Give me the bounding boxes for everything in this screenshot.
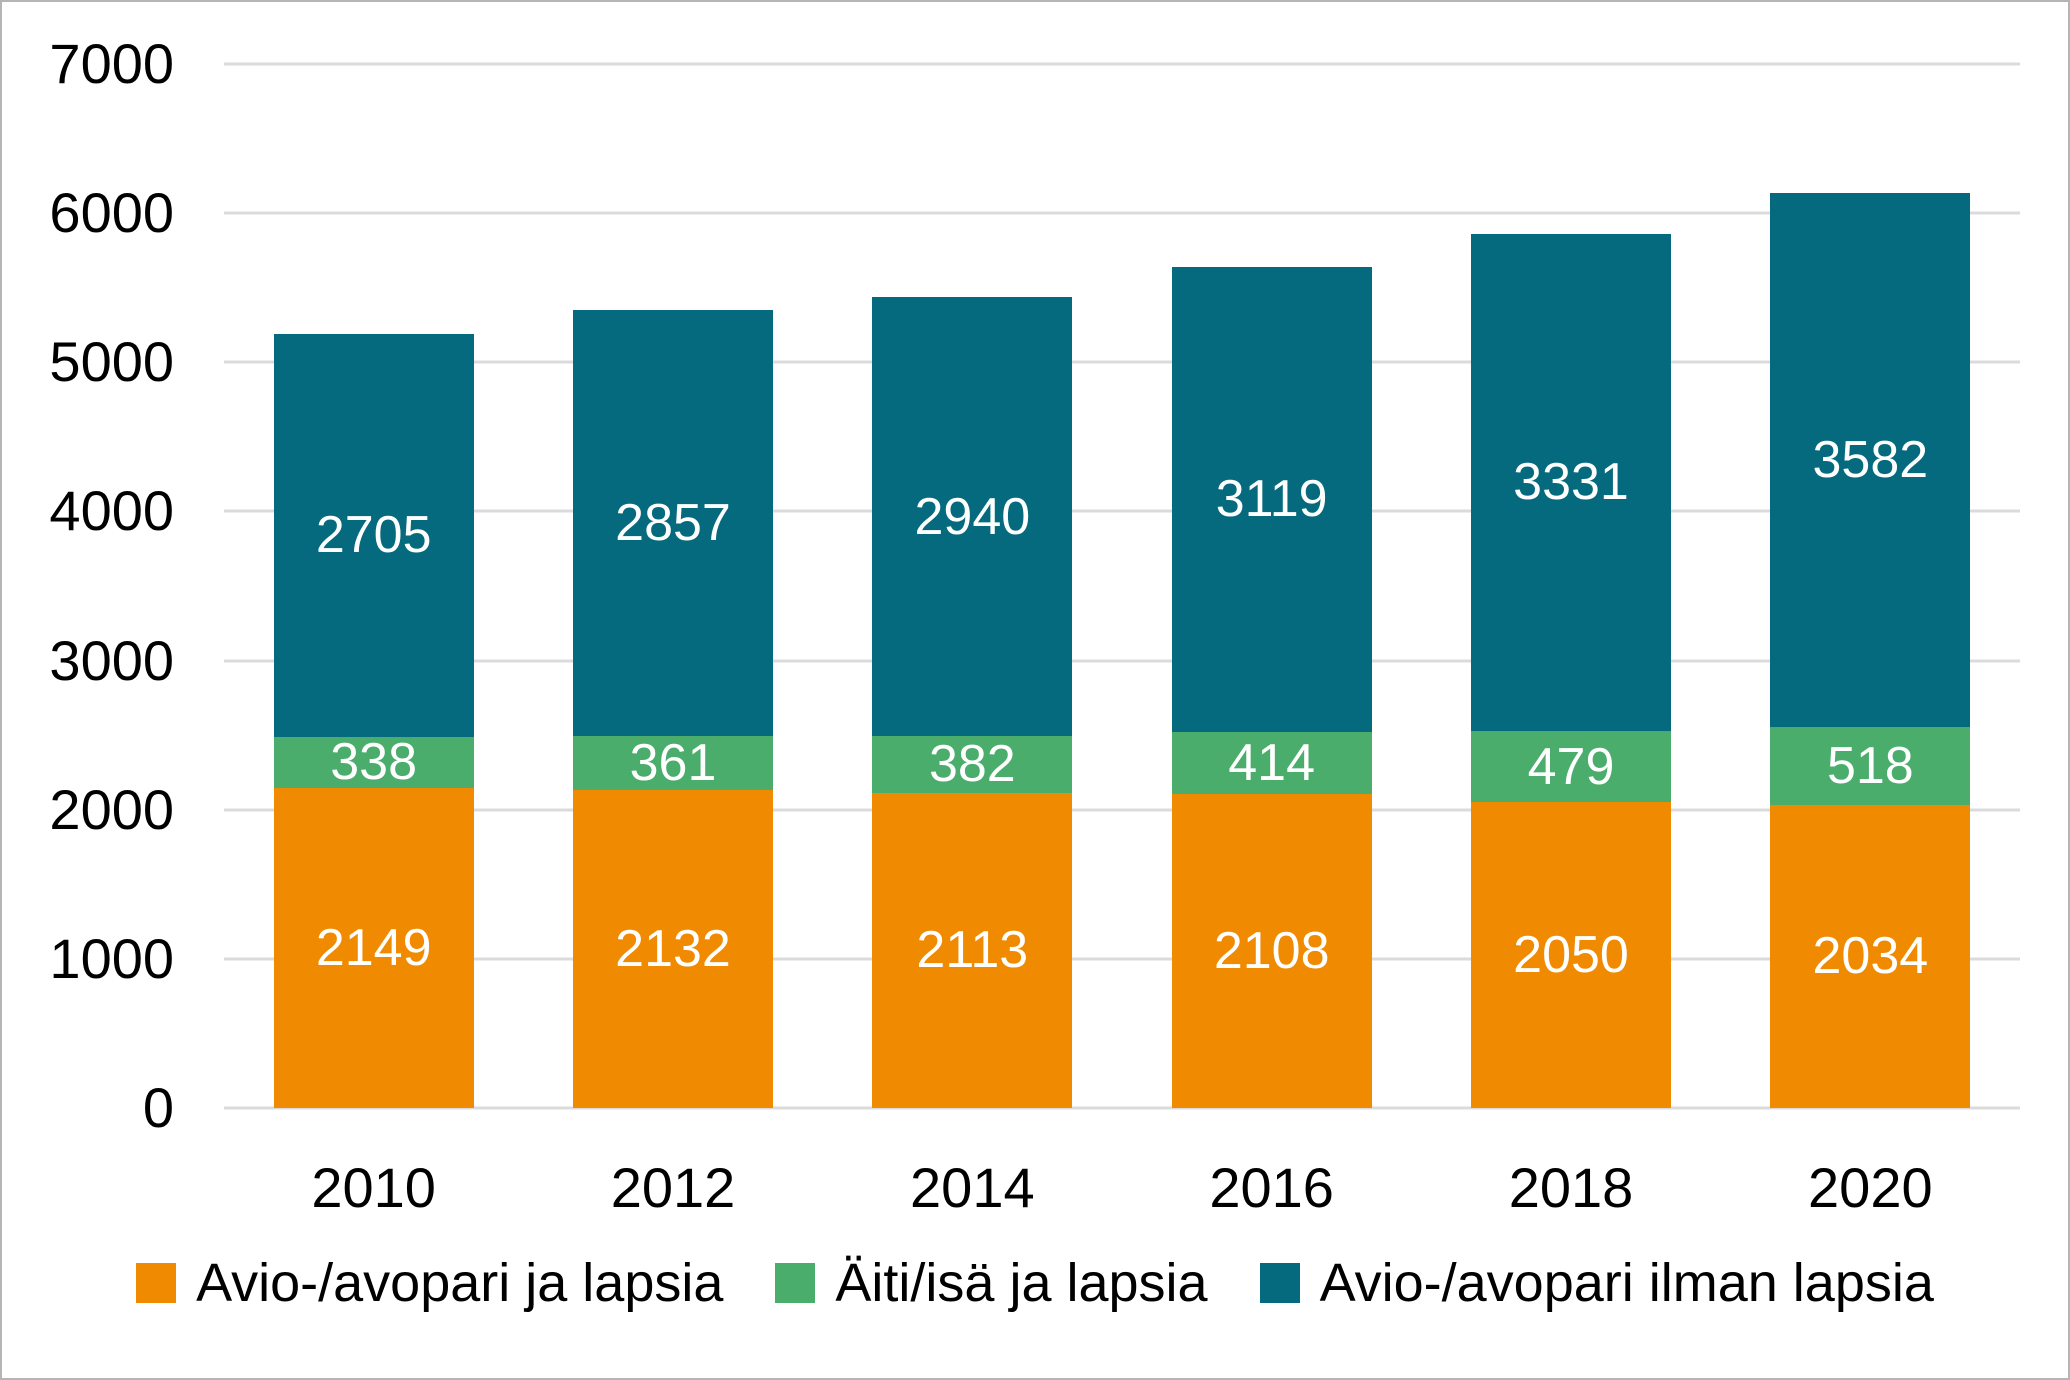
- y-axis: 0 1000 2000 3000 4000 5000 6000 7000: [2, 2, 174, 1378]
- bar-value-label: 2113: [916, 921, 1029, 980]
- bar-group-2020: 2034 518 3582: [1770, 193, 1971, 1108]
- bar-segment-single-parent-with-children-2018: 479: [1471, 730, 1671, 803]
- bar-value-label: 2132: [615, 920, 731, 979]
- y-axis-tick-label: 3000: [49, 628, 174, 692]
- bar-segment-couple-with-children-2020: 2034: [1770, 804, 1971, 1108]
- x-axis-category-label: 2018: [1508, 1156, 1634, 1219]
- y-axis-tick-label: 1000: [49, 926, 174, 990]
- bar-value-label: 361: [629, 734, 717, 793]
- bar-segment-single-parent-with-children-2014: 382: [872, 735, 1073, 794]
- bar-segment-single-parent-with-children-2020: 518: [1770, 727, 1971, 805]
- bar-segment-couple-with-children-2012: 2132: [573, 790, 773, 1108]
- legend-label: Äiti/isä ja lapsia: [835, 1253, 1208, 1313]
- bar-value-label: 2034: [1812, 927, 1929, 986]
- bar-group-2018: 2050 479 3331: [1471, 234, 1671, 1108]
- gridline: [224, 808, 2020, 812]
- bar-segment-single-parent-with-children-2010: 338: [273, 733, 474, 792]
- legend-label: Avio-/avopari ilman lapsia: [1319, 1253, 1934, 1313]
- legend-swatch-couple-without-children: [1259, 1263, 1300, 1303]
- bar-segment-single-parent-with-children-2016: 414: [1171, 731, 1372, 794]
- bar-group-2016: 2108 414 3119: [1171, 266, 1372, 1108]
- x-axis: 2010 2012 2014 2016 2018 2020: [224, 1148, 2020, 1228]
- gridline: [224, 509, 2020, 513]
- bar-value-label: 2705: [315, 506, 432, 565]
- bar-value-label: 518: [1826, 737, 1914, 796]
- x-axis-category-label: 2010: [311, 1156, 436, 1219]
- legend-item-couple-without-children: Avio-/avopari ilman lapsia: [1259, 1253, 1934, 1313]
- bar-segment-couple-without-children-2016: 3119: [1171, 266, 1372, 732]
- bar-segment-single-parent-with-children-2012: 361: [573, 734, 773, 793]
- legend-swatch-single-parent-with-children: [775, 1263, 816, 1303]
- legend-item-single-parent-with-children: Äiti/isä ja lapsia: [775, 1253, 1208, 1313]
- bar-value-label: 3582: [1812, 431, 1929, 490]
- bar-segment-couple-without-children-2020: 3582: [1770, 193, 1971, 728]
- plot-area: 2149 338 2705 2132 361 2857 2113 382 2940 2108 414…: [224, 62, 2020, 1110]
- x-axis-category-label: 2020: [1808, 1156, 1933, 1219]
- y-axis-tick-label: 4000: [49, 479, 174, 543]
- y-axis-tick-label: 6000: [49, 181, 174, 245]
- bar-value-label: 3119: [1215, 470, 1328, 529]
- bar-segment-couple-with-children-2010: 2149: [273, 787, 474, 1108]
- bar-segment-couple-with-children-2016: 2108: [1171, 793, 1372, 1108]
- bar-segment-couple-without-children-2010: 2705: [273, 333, 474, 738]
- legend: Avio-/avopari ja lapsia Äiti/isä ja lapsi…: [2, 1256, 2068, 1310]
- y-axis-tick-label: 5000: [49, 330, 174, 394]
- bar-segment-couple-with-children-2014: 2113: [872, 792, 1073, 1108]
- y-axis-tick-label: 2000: [49, 777, 174, 841]
- bar-group-2010: 2149 338 2705: [273, 333, 474, 1108]
- bar-segment-couple-without-children-2018: 3331: [1471, 234, 1671, 731]
- legend-item-couple-with-children: Avio-/avopari ja lapsia: [136, 1256, 723, 1310]
- bar-group-2014: 2113 382 2940: [872, 297, 1073, 1108]
- gridline: [224, 659, 2020, 663]
- bar-value-label: 382: [928, 735, 1016, 794]
- gridline: [224, 211, 2020, 215]
- bar-group-2012: 2132 361 2857: [573, 310, 773, 1108]
- x-axis-category-label: 2012: [610, 1156, 736, 1219]
- bar-value-label: 3331: [1513, 453, 1629, 512]
- bar-value-label: 479: [1527, 737, 1615, 796]
- bar-segment-couple-without-children-2014: 2940: [872, 297, 1073, 736]
- bar-segment-couple-without-children-2012: 2857: [573, 310, 773, 737]
- gridline: [224, 1106, 2020, 1110]
- bar-value-label: 2149: [315, 918, 432, 977]
- bar-value-label: 2857: [615, 494, 731, 553]
- x-axis-category-label: 2014: [910, 1156, 1035, 1219]
- bar-value-label: 338: [330, 733, 418, 792]
- bar-segment-couple-with-children-2018: 2050: [1471, 802, 1671, 1108]
- bar-value-label: 414: [1228, 733, 1316, 792]
- legend-swatch-couple-with-children: [136, 1263, 177, 1303]
- bar-value-label: 2108: [1213, 921, 1330, 980]
- gridline: [224, 360, 2020, 364]
- gridline: [224, 957, 2020, 961]
- bar-value-label: 2050: [1513, 926, 1629, 985]
- y-axis-tick-label: 0: [142, 1076, 174, 1139]
- gridline: [224, 62, 2020, 66]
- legend-label: Avio-/avopari ja lapsia: [196, 1253, 724, 1313]
- bar-value-label: 2940: [914, 487, 1031, 546]
- x-axis-category-label: 2016: [1209, 1156, 1334, 1219]
- y-axis-tick-label: 7000: [49, 32, 174, 95]
